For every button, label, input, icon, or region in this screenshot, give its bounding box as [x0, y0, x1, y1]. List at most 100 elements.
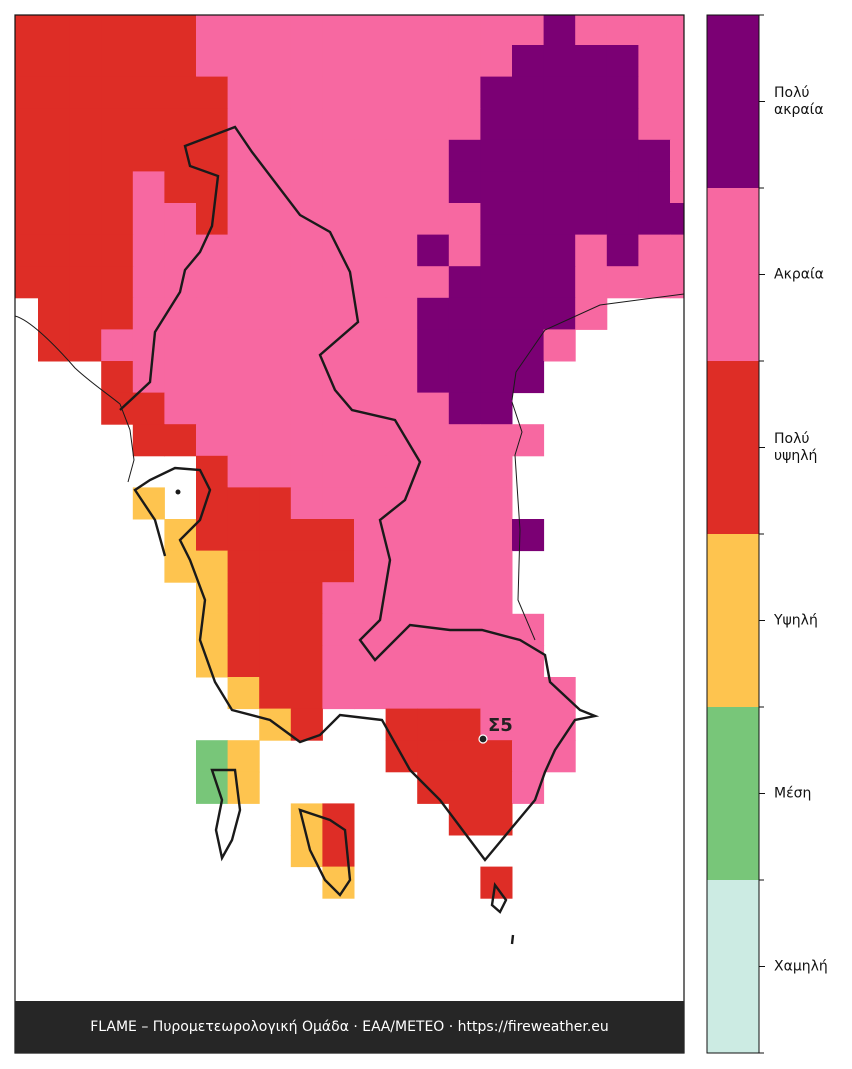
grid-cell	[575, 15, 608, 46]
grid-cell	[132, 108, 165, 141]
grid-cell	[196, 361, 229, 394]
grid-cell	[227, 203, 260, 236]
colorbar-segment	[707, 880, 759, 1053]
grid-cell	[480, 108, 513, 141]
grid-cell	[196, 771, 229, 804]
grid-cell	[480, 203, 513, 236]
grid-cell	[354, 266, 387, 299]
grid-cell	[354, 297, 387, 330]
grid-cell	[480, 677, 513, 710]
grid-cell	[480, 297, 513, 330]
grid-cell	[448, 108, 481, 141]
grid-cell	[385, 234, 418, 267]
grid-cell	[354, 203, 387, 236]
grid-cell	[164, 45, 197, 78]
grid-cell	[606, 108, 639, 141]
grid-cell	[385, 519, 418, 552]
grid-cell	[638, 45, 671, 78]
grid-cell	[69, 266, 102, 299]
colorbar-segment	[707, 188, 759, 361]
grid-cell	[101, 171, 134, 204]
grid-cell	[670, 15, 684, 46]
grid-cell	[259, 613, 292, 646]
grid-cell	[606, 76, 639, 109]
grid-cell	[448, 455, 481, 488]
grid-cell	[164, 519, 197, 552]
grid-cell	[575, 234, 608, 267]
grid-cell	[259, 519, 292, 552]
grid-cell	[480, 76, 513, 109]
grid-cell	[132, 234, 165, 267]
grid-cell	[69, 203, 102, 236]
grid-cell	[448, 392, 481, 425]
grid-cell	[354, 392, 387, 425]
grid-cell	[448, 361, 481, 394]
grid-cell	[38, 203, 71, 236]
grid-cell	[196, 266, 229, 299]
grid-cell	[132, 45, 165, 78]
grid-cell	[448, 519, 481, 552]
grid-cell	[227, 329, 260, 362]
coastlines	[15, 125, 684, 945]
colorbar-label: Υψηλή	[774, 612, 818, 628]
grid-cell	[132, 76, 165, 109]
grid-cell	[227, 677, 260, 710]
grid-cell	[448, 266, 481, 299]
grid-cell	[322, 455, 355, 488]
grid-cell	[227, 519, 260, 552]
station-marker	[478, 734, 488, 744]
grid-cell	[543, 108, 576, 141]
grid-cell	[480, 361, 513, 394]
grid-cell	[132, 424, 165, 457]
grid-cell	[543, 76, 576, 109]
grid-cell	[385, 582, 418, 615]
grid-cell	[480, 582, 513, 615]
grid-cell	[417, 455, 450, 488]
grid-cell	[543, 171, 576, 204]
grid-cell	[543, 203, 576, 236]
grid-cell	[638, 171, 671, 204]
grid-cell	[480, 392, 513, 425]
grid-cell	[543, 139, 576, 172]
grid-cell	[385, 266, 418, 299]
grid-cell	[448, 297, 481, 330]
grid-cell	[15, 171, 39, 204]
grid-cell	[259, 582, 292, 615]
grid-cell	[670, 234, 684, 267]
grid-cell	[543, 297, 576, 330]
grid-cell	[354, 234, 387, 267]
grid-cell	[259, 45, 292, 78]
grid-cell	[512, 677, 545, 710]
grid-cell	[101, 329, 134, 362]
grid-cell	[512, 708, 545, 741]
colorbar-segment	[707, 707, 759, 880]
grid-cell	[196, 392, 229, 425]
grid-cell	[322, 139, 355, 172]
colorbar-segment	[707, 15, 759, 188]
colorbar-label: Πολύ ακραία	[774, 84, 824, 118]
grid-cell	[670, 76, 684, 109]
grid-cell	[512, 171, 545, 204]
grid-cell	[354, 139, 387, 172]
grid-cell	[15, 266, 39, 299]
risk-grid	[15, 15, 684, 899]
grid-cell	[290, 455, 323, 488]
grid-cell	[196, 329, 229, 362]
grid-cell	[354, 361, 387, 394]
grid-cell	[512, 203, 545, 236]
grid-cell	[196, 139, 229, 172]
grid-cell	[385, 108, 418, 141]
grid-cell	[227, 645, 260, 678]
grid-cell	[15, 234, 39, 267]
grid-cell	[512, 329, 545, 362]
grid-cell	[417, 361, 450, 394]
grid-cell	[322, 297, 355, 330]
grid-cell	[385, 613, 418, 646]
grid-cell	[543, 740, 576, 773]
grid-cell	[38, 171, 71, 204]
grid-cell	[15, 139, 39, 172]
grid-cell	[69, 76, 102, 109]
grid-cell	[322, 329, 355, 362]
grid-cell	[606, 266, 639, 299]
grid-cell	[290, 76, 323, 109]
